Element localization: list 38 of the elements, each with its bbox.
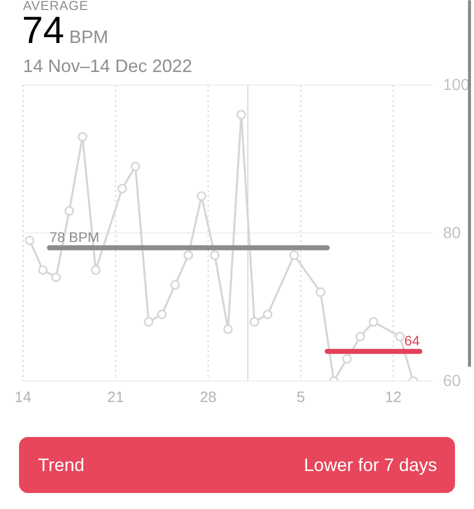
chart-title: 74 — [22, 10, 64, 52]
point — [64, 206, 74, 216]
point — [236, 110, 246, 120]
point — [38, 265, 48, 275]
point — [144, 317, 154, 327]
point — [24, 236, 34, 246]
point — [157, 310, 167, 320]
point — [130, 162, 140, 172]
point — [223, 324, 233, 334]
y-tick-label: 80 — [443, 225, 461, 242]
point — [250, 317, 260, 327]
text: BPM — [69, 27, 108, 47]
point — [184, 250, 194, 260]
point — [117, 184, 127, 194]
point — [289, 250, 299, 260]
x-tick-label: 28 — [200, 389, 217, 406]
point — [368, 317, 378, 327]
x-tick-label: 14 — [14, 389, 32, 406]
point — [355, 332, 366, 342]
point — [196, 191, 206, 201]
summary-button: Trend Lower for 7 days — [19, 437, 455, 493]
x-tick-label: 21 — [107, 389, 124, 406]
point — [262, 310, 272, 320]
point — [210, 250, 220, 260]
y-tick-label: 60 — [443, 373, 461, 390]
data-label: 64 — [404, 332, 420, 348]
point — [395, 332, 405, 342]
point — [170, 280, 180, 290]
data-label: 78 BPM — [49, 228, 100, 245]
point — [342, 354, 352, 364]
point — [51, 272, 61, 282]
point — [90, 265, 101, 275]
chart-subtitle: 14 Nov–14 Dec 2022 — [23, 56, 192, 76]
x-tick-label: 5 — [296, 389, 305, 406]
text: AVERAGE — [23, 0, 88, 13]
point — [316, 287, 326, 297]
x-tick-label: 12 — [384, 389, 402, 406]
point — [78, 132, 88, 142]
